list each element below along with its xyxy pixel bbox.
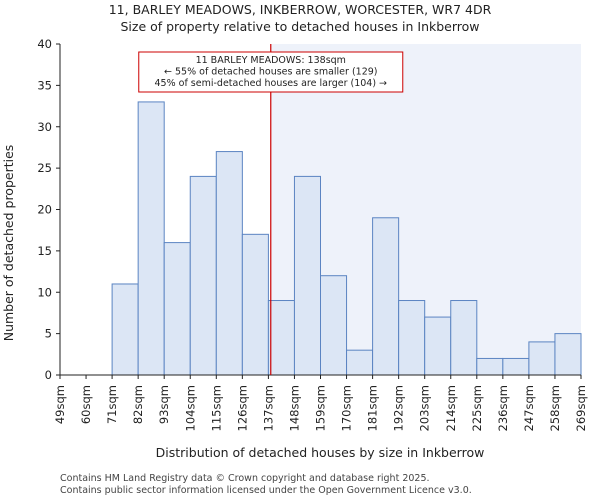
bar-247sqm	[528, 341, 556, 376]
annotation-box	[138, 51, 404, 93]
x-tick-label: 225sqm	[470, 385, 484, 431]
footer-line-2: Contains public sector information licen…	[60, 485, 472, 496]
x-tick-label: 137sqm	[261, 385, 275, 431]
y-tick-label: 20	[37, 203, 52, 217]
y-tick-label: 15	[37, 244, 52, 258]
chart-subtitle: Size of property relative to detached ho…	[120, 19, 479, 34]
x-tick-label: 236sqm	[496, 385, 510, 431]
x-tick-label: 214sqm	[444, 385, 458, 431]
y-tick-label: 40	[37, 37, 52, 51]
x-tick-label: 60sqm	[79, 385, 93, 424]
annotation-line1: 11 BARLEY MEADOWS: 138sqm	[196, 55, 346, 66]
bar-236sqm	[502, 357, 530, 376]
x-tick-label: 93sqm	[157, 385, 171, 424]
x-tick-label: 148sqm	[287, 385, 301, 431]
x-tick-label: 159sqm	[314, 385, 328, 431]
bar-93sqm	[163, 242, 191, 376]
bar-192sqm	[398, 300, 426, 376]
x-tick-label: 104sqm	[183, 385, 197, 431]
bar-82sqm	[137, 101, 165, 376]
y-tick-label: 35	[37, 78, 52, 92]
chart-title: 11, BARLEY MEADOWS, INKBERROW, WORCESTER…	[109, 2, 492, 17]
y-tick-label: 5	[45, 327, 52, 341]
x-tick-label: 181sqm	[366, 385, 380, 431]
bar-104sqm	[189, 175, 217, 376]
plot-area: 0 5 10 15 20 25 30 35 40 49sqm 60sqm 71sqm 82sqm 93sq…	[37, 37, 588, 431]
bar-258sqm	[554, 333, 582, 376]
bar-214sqm	[450, 300, 478, 376]
bar-126sqm	[241, 233, 269, 376]
x-tick-label: 192sqm	[392, 385, 406, 431]
bar-148sqm	[293, 175, 322, 376]
x-tick-label: 115sqm	[209, 385, 223, 431]
annotation-line3: 45% of semi-detached houses are larger (…	[155, 78, 388, 89]
bar-159sqm	[320, 275, 348, 376]
y-tick-label: 25	[37, 161, 52, 175]
annotation-line2: ← 55% of detached houses are smaller (12…	[164, 67, 377, 78]
x-tick-label: 269sqm	[574, 385, 588, 431]
bar-71sqm	[111, 283, 139, 376]
y-axis-label: Number of detached properties	[1, 145, 16, 342]
bar-225sqm	[476, 357, 504, 376]
footer-line-1: Contains HM Land Registry data © Crown c…	[60, 473, 430, 484]
x-tick-label: 247sqm	[522, 385, 536, 431]
bar-137sqm	[267, 300, 295, 376]
x-tick-label: 71sqm	[105, 385, 119, 424]
bar-170sqm	[346, 349, 374, 376]
x-tick-label: 258sqm	[548, 385, 562, 431]
bar-115sqm	[215, 151, 243, 376]
y-tick-label: 0	[45, 368, 52, 382]
x-tick-label: 49sqm	[53, 385, 67, 424]
x-tick-label: 126sqm	[235, 385, 249, 431]
y-tick-label: 10	[37, 285, 52, 299]
x-tick-label: 170sqm	[340, 385, 354, 431]
y-tick-label: 30	[37, 120, 52, 134]
bar-203sqm	[424, 316, 452, 376]
x-tick-label: 203sqm	[418, 385, 432, 431]
x-axis-label: Distribution of detached houses by size …	[156, 445, 485, 460]
bar-181sqm	[372, 217, 400, 376]
x-tick-label: 82sqm	[131, 385, 145, 424]
